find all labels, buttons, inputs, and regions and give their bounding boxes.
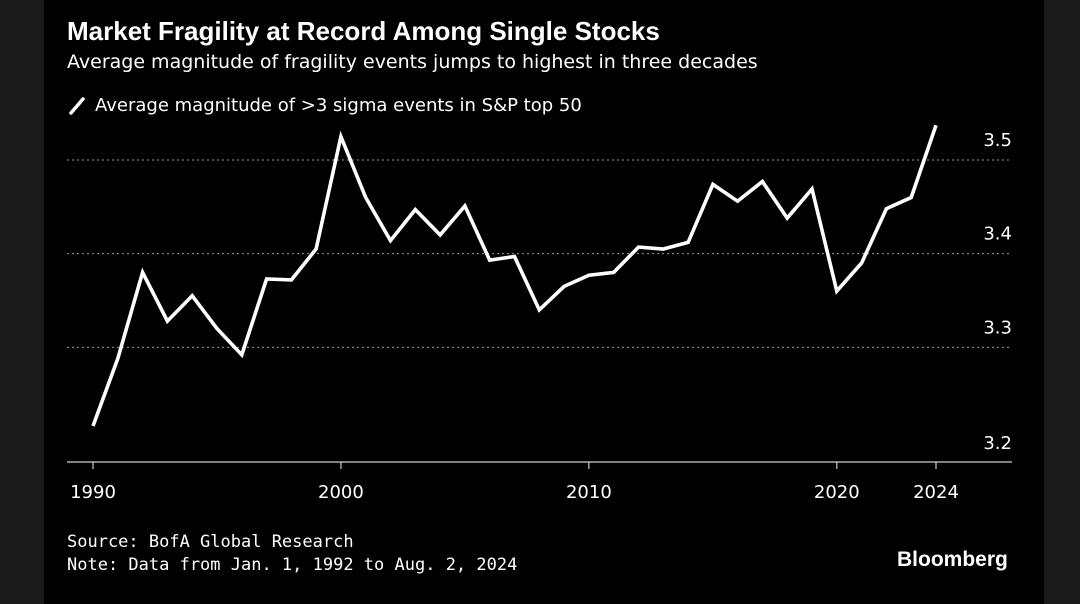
y-tick-label: 3.5 bbox=[983, 130, 1012, 151]
y-tick-label: 3.2 bbox=[983, 433, 1012, 454]
y-tick-label: 3.4 bbox=[983, 224, 1012, 245]
chart-background bbox=[44, 0, 1044, 604]
legend-swatch-icon bbox=[69, 96, 85, 115]
x-tick-label: 2000 bbox=[318, 482, 364, 503]
x-tick-label: 2020 bbox=[814, 482, 860, 503]
chart-subtitle: Average magnitude of fragility events ju… bbox=[67, 51, 758, 73]
x-tick-label: 1990 bbox=[70, 482, 116, 503]
data-note: Note: Data from Jan. 1, 1992 to Aug. 2, … bbox=[67, 555, 518, 575]
series-line bbox=[91, 124, 938, 427]
legend: Average magnitude of >3 sigma events in … bbox=[68, 95, 582, 116]
legend-label: Average magnitude of >3 sigma events in … bbox=[95, 95, 582, 116]
chart-title: Market Fragility at Record Among Single … bbox=[67, 16, 660, 46]
x-tick-label: 2010 bbox=[566, 482, 612, 503]
x-tick-label: 2024 bbox=[913, 482, 959, 503]
source-note: Source: BofA Global Research bbox=[67, 532, 354, 552]
bloomberg-logo: Bloomberg bbox=[897, 548, 1008, 571]
y-tick-label: 3.3 bbox=[983, 317, 1012, 338]
